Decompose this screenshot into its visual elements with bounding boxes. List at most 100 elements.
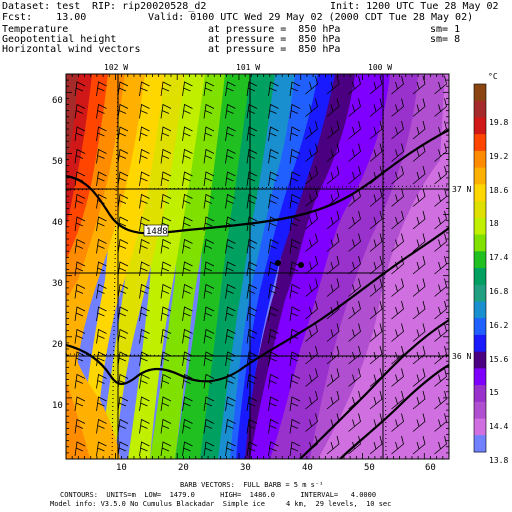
colorbar-swatch [474,268,486,286]
wind-barb [74,328,86,344]
wind-barb [96,328,107,344]
wind-barb [412,413,426,432]
wind-barb [369,278,383,297]
wind-barb [74,103,86,119]
wind-barb [391,255,404,275]
wind-barb [246,351,258,367]
wind-barb [203,126,215,142]
wind-barb [268,126,279,142]
wind-barb [348,390,361,410]
wind-barb [246,238,258,254]
wind-barb [203,396,215,412]
wind-barb [96,306,107,322]
temp-band-20c [100,74,185,459]
wind-barb [74,261,86,277]
wind-barb [326,278,340,297]
wind-barb [246,328,258,344]
wind-barb [268,171,279,187]
wind-barb [139,103,150,119]
wind-barb [182,441,193,457]
wind-barb [391,165,404,185]
wind-barb [289,418,301,434]
wind-barb [391,435,404,455]
wind-barb [246,148,258,164]
wind-barb [96,193,107,209]
wind-barb [225,418,236,434]
wind-barb [139,306,150,322]
wind-barb [96,126,107,142]
wind-barb [74,126,86,142]
wind-barb [139,396,150,412]
wind-barb [305,210,318,230]
wind-barb [412,165,426,185]
wind-barb [348,188,361,207]
wind-barb [268,216,279,232]
x-tick-label: 60 [425,463,436,473]
wind-barb [326,98,340,117]
wind-barb [74,441,86,457]
wind-barb [412,188,426,207]
wind-barb [289,261,301,277]
wind-barb [391,278,404,297]
wind-barb [369,323,383,342]
wind-barb [246,306,258,322]
wind-barb [203,328,215,344]
wind-barb [96,261,107,277]
wind-barb [74,373,86,389]
wind-barb [326,413,340,432]
wind-barb [203,148,215,164]
wind-barb [225,373,236,389]
wind-barb [182,81,193,97]
wind-barb [348,278,361,297]
wind-barb [160,148,172,164]
wind-barb [139,328,150,344]
fcst-label: Fcst: 13.00 [2,12,87,23]
wind-barb [246,373,258,389]
wind-barb [326,323,340,342]
wind-barb [160,238,172,254]
field-level-wind: at pressure = 850 hPa [208,44,341,55]
colorbar-swatch [474,334,486,353]
wind-barb [412,368,426,387]
wind-barb [268,103,279,119]
wind-barb [96,373,107,389]
wind-barb [434,413,447,432]
colorbar-label: 16.2 [489,320,509,330]
wind-barb [369,188,383,207]
wind-barb [117,396,129,412]
wind-barb [289,193,301,209]
wind-barb [305,390,318,410]
field-name-geopotential: Geopotential height [2,34,117,45]
lat-label-36n: 36 N [452,352,472,361]
wind-barb [391,233,404,252]
wind-barb [96,351,107,367]
wind-barb [117,283,129,299]
wind-barb [369,413,383,432]
temp-band-20f [66,74,125,300]
wind-barb [117,261,129,277]
y-tick-label: 30 [52,279,63,289]
wind-barb [434,143,447,162]
wind-barb [348,120,361,140]
wind-barb [412,120,426,140]
field-name-wind: Horizontal wind vectors [2,44,141,55]
wind-barb [305,165,318,185]
wind-barb [268,306,279,322]
y-tick-label: 60 [52,96,63,106]
wind-barb [225,193,236,209]
wind-barb [246,126,258,142]
wind-barb [434,435,447,455]
field-sm-geopotential: sm= 8 [430,34,461,45]
wind-barbs [74,75,447,457]
wind-barb [182,148,193,164]
wind-barb [139,126,150,142]
lon-label-102w: 102 W [104,63,129,72]
wind-barb [225,328,236,344]
wind-barb [369,143,383,162]
wind-barb [412,75,426,95]
wind-barb [326,120,340,140]
wind-barb [434,278,447,297]
wind-barb [182,328,193,344]
wind-barb [225,351,236,367]
wind-barb [160,261,172,277]
